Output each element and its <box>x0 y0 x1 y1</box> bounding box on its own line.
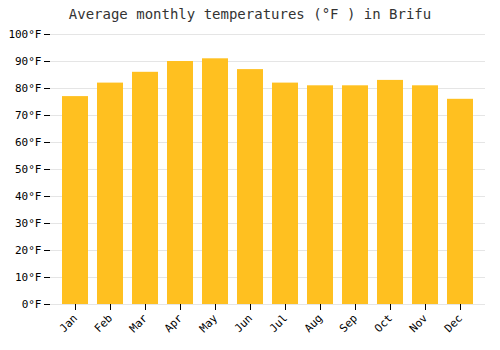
svg-text:80°F: 80°F <box>15 82 42 95</box>
svg-text:Nov: Nov <box>407 311 431 335</box>
svg-text:90°F: 90°F <box>15 55 42 68</box>
svg-text:Jul: Jul <box>267 312 290 335</box>
svg-text:20°F: 20°F <box>15 244 42 257</box>
svg-text:Sep: Sep <box>337 312 360 335</box>
svg-text:40°F: 40°F <box>15 190 42 203</box>
svg-text:30°F: 30°F <box>15 217 42 230</box>
svg-text:Apr: Apr <box>162 311 186 335</box>
svg-text:Mar: Mar <box>127 311 151 335</box>
svg-text:Oct: Oct <box>372 312 395 335</box>
svg-text:70°F: 70°F <box>15 109 42 122</box>
svg-text:60°F: 60°F <box>15 136 42 149</box>
svg-text:50°F: 50°F <box>15 163 42 176</box>
svg-text:100°F: 100°F <box>8 28 41 41</box>
html-text:Average monthly temperatures (: Average monthly temperatures (°F ) in Br… <box>68 6 432 22</box>
svg-text:10°F: 10°F <box>15 271 42 284</box>
svg-text:Jun: Jun <box>232 312 255 335</box>
svg-text:May: May <box>197 311 221 335</box>
svg-text:Jan: Jan <box>57 312 80 335</box>
svg-text:Aug: Aug <box>302 312 325 335</box>
svg-text:Feb: Feb <box>92 312 115 335</box>
svg-text:Dec: Dec <box>442 312 465 335</box>
svg-text:0°F: 0°F <box>22 298 42 311</box>
